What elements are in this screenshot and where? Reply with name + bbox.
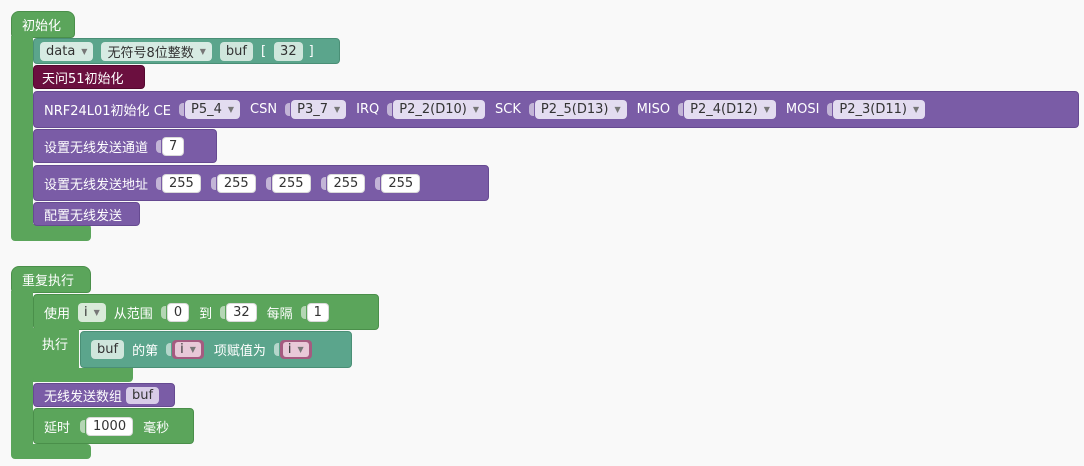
init-hat-block[interactable]: 初始化 (11, 11, 75, 38)
chevron-down-icon: ▼ (334, 105, 341, 114)
chevron-down-icon: ▼ (81, 46, 88, 56)
send-array-field[interactable]: buf (126, 386, 160, 404)
set-channel-block[interactable]: 设置无线发送通道 7 (33, 129, 217, 163)
mosi-pin-dropdown[interactable]: P2_3(D11) ▼ (833, 100, 926, 119)
step-label: 每隔 (266, 306, 293, 322)
set-address-block[interactable]: 设置无线发送地址 255 255 255 255 255 (33, 165, 489, 201)
set-label: 项赋值为 (213, 344, 266, 359)
use-label: 使用 (44, 306, 71, 322)
loop-title: 重复执行 (22, 274, 75, 289)
init-block-arm (11, 36, 33, 226)
csn-pin-dropdown[interactable]: P3_7 ▼ (291, 100, 347, 119)
init-block-foot (11, 224, 91, 241)
chevron-down-icon: ▼ (763, 105, 770, 114)
delay-unit-label: 毫秒 (143, 420, 170, 436)
board-init-block[interactable]: 天问51初始化 (33, 65, 145, 89)
target-array-field[interactable]: buf (91, 340, 125, 359)
declare-array-block[interactable]: data ▼ 无符号8位整数 ▼ buf [ 32 ] (33, 38, 340, 64)
delay-block[interactable]: 延时 1000 毫秒 (33, 408, 194, 444)
chevron-down-icon: ▼ (199, 46, 206, 56)
send-array-label: 无线发送数组 (44, 389, 123, 405)
for-range-block[interactable]: 使用 i ▼ 从范围 0 到 32 每隔 1 (33, 294, 379, 330)
set-address-label: 设置无线发送地址 (44, 177, 149, 193)
bracket-close: ] (308, 43, 314, 59)
chevron-down-icon: ▼ (227, 105, 235, 114)
config-send-block[interactable]: 配置无线发送 (33, 202, 140, 226)
for-loop-bottom (33, 368, 133, 382)
chevron-down-icon: ▼ (614, 105, 621, 114)
sck-pin-dropdown[interactable]: P2_5(D13) ▼ (534, 100, 627, 119)
loop-hat-block[interactable]: 重复执行 (11, 266, 91, 293)
address-byte-input[interactable]: 255 (381, 173, 421, 193)
to-label: 到 (199, 306, 213, 322)
mosi-label: MOSI (785, 102, 820, 117)
index-var-block[interactable]: i ▼ (172, 340, 204, 359)
ce-pin-dropdown[interactable]: P5_4 ▼ (185, 100, 241, 119)
array-size-field[interactable]: 32 (274, 41, 303, 61)
bracket-open: [ (260, 43, 267, 59)
delay-label: 延时 (44, 420, 71, 436)
miso-label: MISO (636, 102, 671, 117)
var-name-dropdown[interactable]: data ▼ (40, 41, 94, 61)
irq-pin-dropdown[interactable]: P2_2(D10) ▼ (393, 100, 485, 119)
sck-label: SCK (495, 102, 521, 117)
array-assign-block[interactable]: buf 的第 i ▼ 项赋值为 i ▼ (80, 331, 352, 368)
range-from-input[interactable]: 0 (166, 302, 190, 322)
range-to-input[interactable]: 32 (226, 302, 257, 322)
type-dropdown[interactable]: 无符号8位整数 ▼ (101, 41, 212, 61)
chevron-down-icon: ▼ (472, 105, 479, 114)
irq-label: IRQ (356, 102, 380, 117)
from-label: 从范围 (113, 306, 153, 322)
address-byte-input[interactable]: 255 (216, 173, 256, 193)
send-array-block[interactable]: 无线发送数组 buf (33, 383, 175, 407)
nrf-init-label: NRF24L01初始化 CE (44, 104, 171, 119)
range-step-input[interactable]: 1 (306, 302, 329, 322)
board-init-label: 天问51初始化 (42, 71, 124, 87)
channel-input[interactable]: 7 (162, 136, 185, 156)
init-title: 初始化 (22, 19, 62, 34)
address-byte-input[interactable]: 255 (271, 173, 311, 193)
set-channel-label: 设置无线发送通道 (44, 140, 149, 156)
address-byte-input[interactable]: 255 (326, 173, 366, 193)
value-var-block[interactable]: i ▼ (279, 340, 312, 359)
chevron-down-icon: ▼ (93, 307, 100, 317)
array-name-field[interactable]: buf (219, 41, 253, 61)
chevron-down-icon: ▼ (189, 345, 196, 354)
do-label: 执行 (42, 338, 69, 353)
loop-block-arm (11, 291, 33, 446)
address-byte-input[interactable]: 255 (162, 173, 201, 193)
chevron-down-icon: ▼ (913, 105, 920, 114)
config-send-label: 配置无线发送 (44, 208, 123, 224)
nrf-init-block[interactable]: NRF24L01初始化 CE P5_4 ▼ CSN P3_7 ▼ IRQ P2_2(… (33, 91, 1079, 128)
delay-ms-input[interactable]: 1000 (86, 416, 134, 436)
loop-block-foot (11, 444, 91, 459)
miso-pin-dropdown[interactable]: P2_4(D12) ▼ (684, 100, 776, 119)
loop-var-dropdown[interactable]: i ▼ (78, 302, 106, 322)
csn-label: CSN (250, 102, 278, 117)
of-label: 的第 (132, 344, 159, 359)
chevron-down-icon: ▼ (297, 345, 304, 354)
